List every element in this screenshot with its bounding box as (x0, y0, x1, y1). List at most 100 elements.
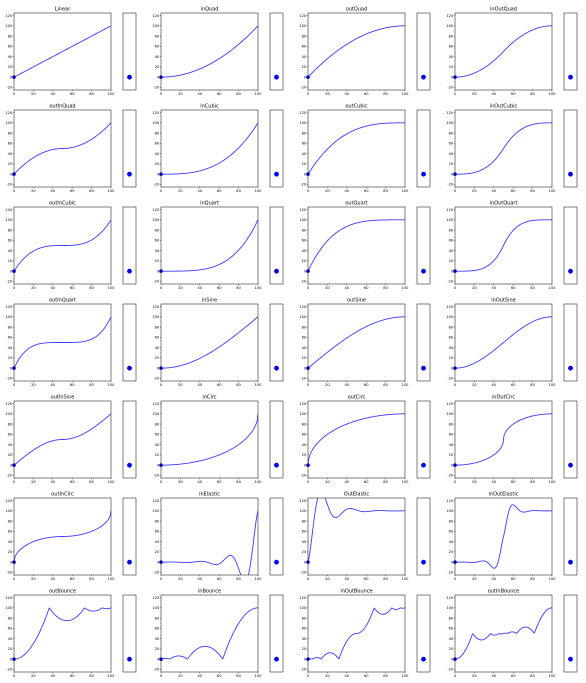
x-tick-label: 60 (511, 189, 516, 193)
x-tick-label: 100 (549, 189, 557, 193)
x-tick-label: 60 (364, 286, 369, 290)
easing-curve (14, 510, 111, 563)
x-tick-label: 40 (198, 286, 203, 290)
x-tick-label: 80 (89, 674, 94, 678)
y-tick-label: 20 (302, 453, 307, 457)
easing-panel: outCubic 0 20 40 60 80 100 -20 0 20 40 60 80 100 120 (298, 101, 444, 198)
y-tick-label: 20 (8, 356, 13, 360)
x-tick-label: 40 (51, 286, 56, 290)
y-tick-label: 20 (449, 453, 454, 457)
y-tick-label: 100 (446, 315, 454, 319)
easing-panel: inCubic 0 20 40 60 80 100 -20 0 20 40 60 80 100 120 (151, 101, 297, 198)
plot-frame (307, 109, 406, 188)
x-tick-label: 60 (364, 577, 369, 581)
panel-title: inOutBounce (340, 589, 372, 595)
progress-track (122, 497, 137, 576)
y-tick-label: 80 (449, 34, 454, 38)
x-tick-label: 80 (236, 674, 241, 678)
x-tick-label: 0 (307, 674, 310, 678)
x-tick-label: 0 (160, 92, 163, 96)
y-tick-label: 100 (152, 412, 160, 416)
y-tick-label: 60 (8, 142, 13, 146)
x-tick-label: 60 (511, 674, 516, 678)
y-tick-label: 80 (302, 616, 307, 620)
y-tick-label: 60 (8, 433, 13, 437)
y-tick-label: 40 (449, 637, 454, 641)
y-tick-label: 60 (155, 142, 160, 146)
x-tick-label: 60 (511, 92, 516, 96)
y-tick-label: 120 (446, 305, 454, 309)
progress-dot (274, 268, 279, 274)
y-tick-label: 100 (299, 218, 307, 222)
x-tick-label: 60 (364, 189, 369, 193)
easing-panel: inOutQuart 0 20 40 60 80 100 -20 0 20 40 60 80 100 120 (445, 198, 586, 295)
x-tick-label: 40 (345, 286, 350, 290)
x-tick-label: 20 (472, 92, 477, 96)
panel-title: outSine (347, 298, 366, 304)
y-tick-label: 100 (446, 24, 454, 28)
y-tick-label: -20 (447, 86, 454, 90)
x-tick-label: 100 (108, 92, 116, 96)
progress-track (269, 12, 284, 91)
y-tick-label: 120 (5, 402, 13, 406)
x-tick-label: 80 (89, 286, 94, 290)
panel-title: inSine (202, 298, 217, 304)
y-tick-label: 100 (299, 412, 307, 416)
y-tick-label: -20 (447, 377, 454, 381)
x-tick-label: 0 (307, 286, 310, 290)
y-tick-label: -20 (6, 183, 13, 187)
progress-track (122, 109, 137, 188)
y-tick-label: 0 (304, 657, 307, 661)
progress-dot (421, 268, 426, 274)
y-tick-label: 100 (5, 412, 13, 416)
easing-panel: OutElastic 0 20 40 60 80 100 -20 0 20 40 60 80 100 120 (298, 489, 444, 586)
y-tick-label: 80 (302, 34, 307, 38)
progress-track (416, 594, 431, 673)
y-tick-label: 20 (302, 356, 307, 360)
panel-title: outInSine (51, 395, 75, 401)
y-tick-label: 40 (155, 55, 160, 59)
x-tick-label: 20 (472, 286, 477, 290)
x-tick-label: 60 (70, 674, 75, 678)
y-tick-label: 80 (449, 422, 454, 426)
progress-dot (127, 559, 132, 565)
y-tick-label: 80 (8, 228, 13, 232)
x-tick-label: 20 (325, 286, 330, 290)
y-tick-label: 0 (10, 657, 13, 661)
x-tick-label: 100 (402, 92, 410, 96)
y-tick-label: -20 (153, 668, 160, 672)
easing-panel: inElastic 0 20 40 60 80 100 -20 0 20 40 60 80 100 120 (151, 489, 297, 586)
y-tick-label: 80 (8, 34, 13, 38)
progress-track (416, 12, 431, 91)
y-tick-label: 0 (304, 463, 307, 467)
progress-track (269, 497, 284, 576)
y-tick-label: 20 (155, 162, 160, 166)
y-tick-label: 100 (299, 24, 307, 28)
y-tick-label: 20 (155, 647, 160, 651)
progress-track (563, 109, 578, 188)
easing-panel: outSine 0 20 40 60 80 100 -20 0 20 40 60 80 100 120 (298, 295, 444, 392)
y-tick-label: 120 (5, 596, 13, 600)
x-tick-label: 100 (108, 577, 116, 581)
y-tick-label: 0 (157, 269, 160, 273)
easing-curve (455, 607, 552, 660)
y-tick-label: -20 (153, 183, 160, 187)
x-tick-label: 20 (31, 577, 36, 581)
x-tick-label: 60 (70, 577, 75, 581)
x-tick-label: 20 (472, 480, 477, 484)
progress-track (269, 109, 284, 188)
y-tick-label: -20 (300, 377, 307, 381)
y-tick-label: 100 (5, 315, 13, 319)
y-tick-label: 0 (304, 269, 307, 273)
x-tick-label: 100 (255, 286, 263, 290)
y-tick-label: 100 (152, 24, 160, 28)
